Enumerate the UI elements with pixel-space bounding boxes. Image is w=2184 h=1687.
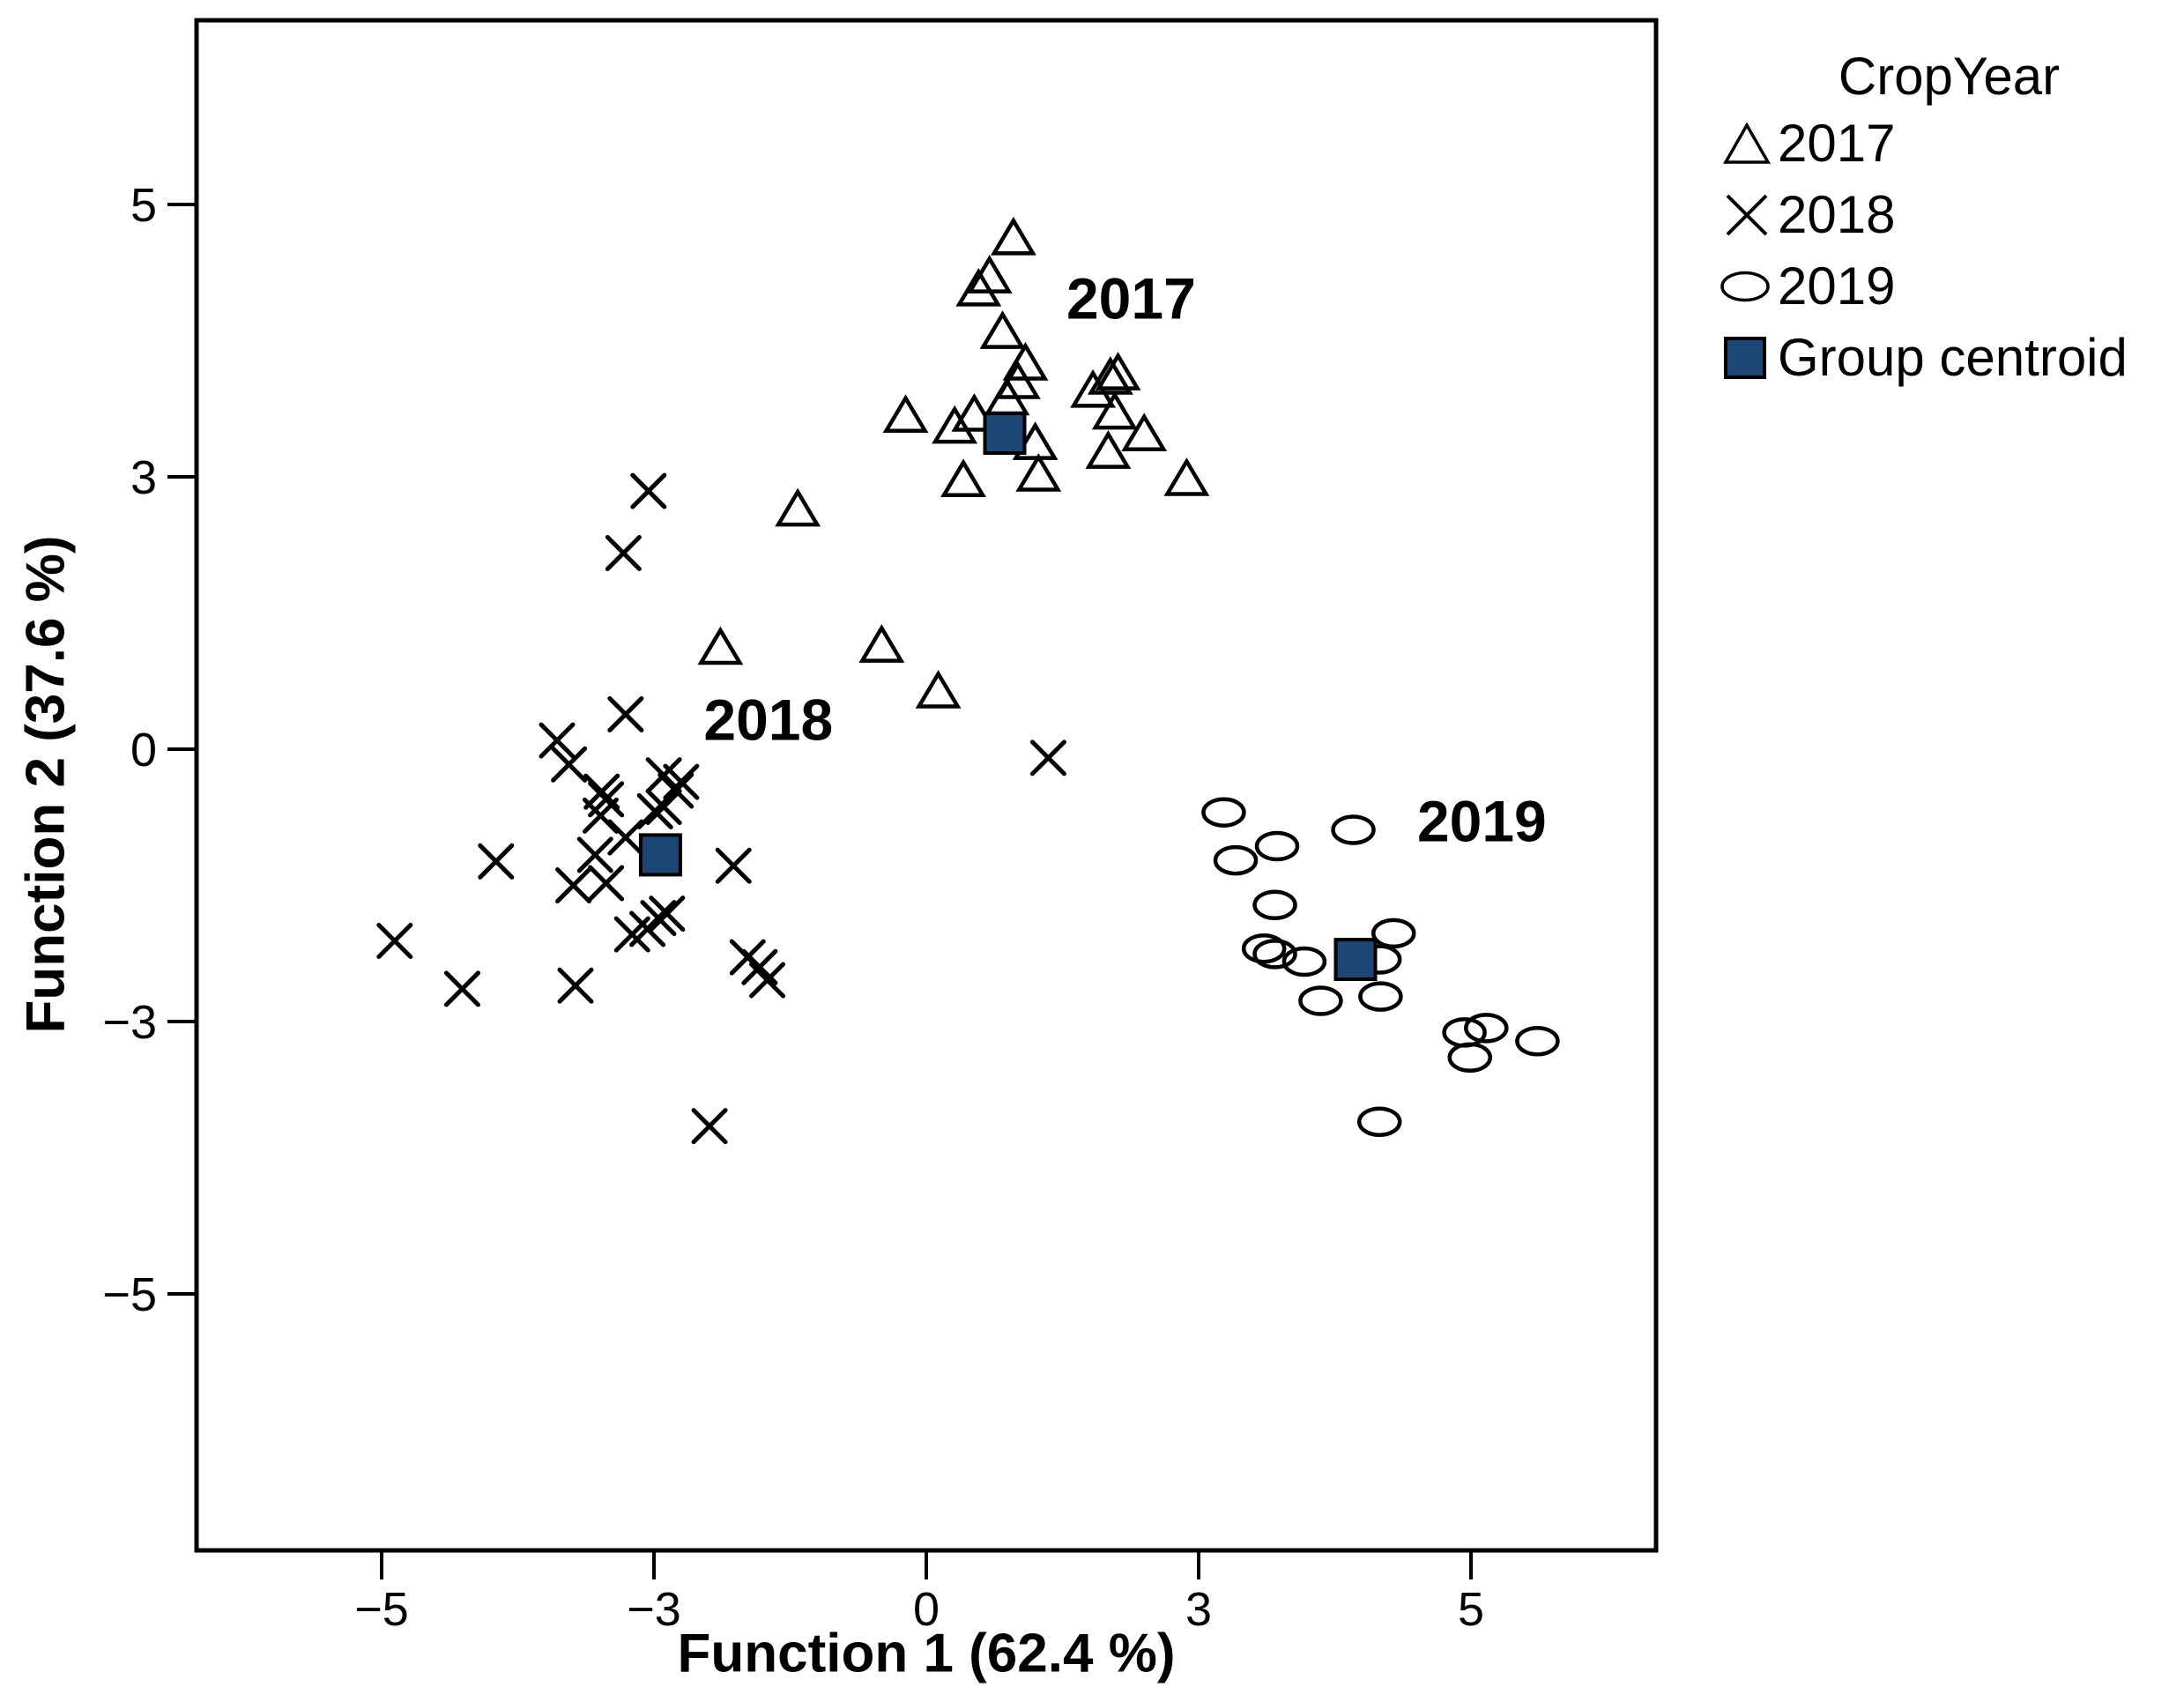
x-marker bbox=[555, 867, 592, 903]
centroid-marker bbox=[638, 833, 682, 877]
triangle-marker bbox=[932, 405, 978, 444]
triangle-marker bbox=[1015, 453, 1062, 492]
y-tick-label: −5 bbox=[102, 1268, 157, 1321]
x-marker bbox=[607, 819, 644, 856]
series-group-centroid bbox=[638, 412, 1378, 982]
ellipse-legend-icon bbox=[1720, 261, 1774, 312]
x-tick-label: −3 bbox=[627, 1583, 681, 1636]
ellipse-marker bbox=[1281, 946, 1327, 977]
x-marker bbox=[749, 962, 786, 999]
x-marker bbox=[645, 789, 682, 826]
legend-item-label: 2018 bbox=[1778, 185, 1896, 244]
ellipse-marker bbox=[1515, 1025, 1560, 1057]
ellipse-marker bbox=[1252, 939, 1297, 970]
x-marker bbox=[605, 535, 642, 572]
y-axis-ticks: −5 −3 0 3 5 bbox=[102, 179, 197, 1321]
cluster-label-2018: 2018 bbox=[703, 687, 833, 753]
ellipse-marker bbox=[1371, 918, 1416, 949]
x-axis-title: Function 1 (62.4 %) bbox=[677, 1623, 1176, 1684]
ellipse-marker bbox=[1241, 933, 1287, 964]
triangle-marker bbox=[1091, 390, 1138, 430]
y-tick-label: −3 bbox=[102, 996, 157, 1049]
triangle-marker bbox=[1163, 457, 1210, 496]
x-marker bbox=[691, 1108, 728, 1145]
x-tick-label: 3 bbox=[1185, 1583, 1212, 1636]
x-legend-icon bbox=[1720, 190, 1774, 241]
x-tick-label: 5 bbox=[1458, 1583, 1484, 1636]
legend-item-2017: 2017 bbox=[1714, 108, 2184, 179]
x-marker bbox=[588, 781, 625, 818]
legend-item-label: 2017 bbox=[1778, 114, 1896, 173]
triangle-marker bbox=[882, 394, 929, 434]
y-axis-title: Function 2 (37.6 %) bbox=[15, 535, 77, 1034]
legend-item-label: 2019 bbox=[1778, 256, 1896, 316]
x-marker bbox=[376, 923, 413, 960]
centroid-marker bbox=[983, 412, 1027, 456]
legend-item-2018: 2018 bbox=[1714, 179, 2184, 250]
x-marker bbox=[663, 763, 700, 800]
ellipse-marker bbox=[1464, 1013, 1509, 1044]
legend-item-2019: 2019 bbox=[1714, 250, 2184, 322]
cluster-label-2017: 2017 bbox=[1066, 265, 1196, 331]
x-marker bbox=[630, 472, 667, 509]
plot-frame bbox=[194, 18, 1659, 1553]
x-marker bbox=[551, 746, 588, 783]
ellipse-marker bbox=[1254, 830, 1300, 862]
legend-title: CropYear bbox=[1838, 47, 2061, 106]
x-marker bbox=[715, 847, 752, 884]
series-2018 bbox=[376, 472, 1066, 1145]
x-marker bbox=[588, 865, 625, 902]
triangle-marker bbox=[1085, 430, 1132, 469]
triangle-marker bbox=[1095, 352, 1141, 390]
x-marker bbox=[478, 843, 515, 880]
ellipse-marker bbox=[1331, 814, 1376, 845]
triangle-marker bbox=[1121, 412, 1168, 452]
triangle-marker bbox=[940, 458, 986, 497]
x-tick-label: 0 bbox=[913, 1583, 940, 1636]
triangle-marker bbox=[775, 487, 821, 527]
y-tick-label: 5 bbox=[130, 179, 157, 232]
x-marker bbox=[557, 967, 594, 1004]
x-marker bbox=[1029, 739, 1066, 777]
x-marker bbox=[607, 695, 644, 732]
ellipse-marker bbox=[1252, 889, 1297, 920]
x-marker bbox=[649, 896, 686, 933]
triangle-marker bbox=[955, 268, 1002, 307]
x-marker bbox=[636, 792, 673, 829]
filled-square-legend-icon bbox=[1720, 332, 1774, 383]
legend-items: 2017 2018 2019 Group centroid bbox=[1714, 108, 2184, 393]
ellipse-marker bbox=[1298, 985, 1343, 1016]
legend-item-group-centroid: Group centroid bbox=[1714, 322, 2184, 393]
ellipse-marker bbox=[1358, 981, 1403, 1012]
triangle-marker bbox=[858, 624, 905, 663]
x-marker bbox=[576, 836, 613, 873]
triangle-marker bbox=[1087, 356, 1133, 395]
triangle-marker bbox=[697, 626, 744, 665]
centroid-marker bbox=[1333, 938, 1378, 982]
ellipse-marker bbox=[1201, 797, 1246, 828]
ellipse-marker bbox=[1447, 1042, 1493, 1074]
legend-item-label: Group centroid bbox=[1778, 328, 2128, 387]
ellipse-marker bbox=[1213, 844, 1259, 876]
legend: CropYear 2017 2018 2019 Group centroid bbox=[1714, 46, 2184, 393]
series-2019 bbox=[1201, 797, 1560, 1137]
y-tick-label: 3 bbox=[130, 451, 157, 504]
ellipse-marker bbox=[1356, 1106, 1402, 1137]
x-marker bbox=[539, 722, 576, 759]
triangle-legend-icon bbox=[1720, 118, 1774, 169]
x-marker bbox=[629, 910, 666, 948]
x-marker bbox=[443, 970, 480, 1007]
triangle-marker bbox=[915, 670, 962, 709]
triangle-marker bbox=[979, 310, 1026, 349]
x-axis-ticks: −5 −3 0 3 5 bbox=[354, 1550, 1484, 1636]
y-tick-label: 0 bbox=[130, 724, 157, 777]
triangle-marker bbox=[990, 216, 1036, 256]
cluster-label-2019: 2019 bbox=[1417, 789, 1547, 854]
x-tick-label: −5 bbox=[354, 1583, 409, 1636]
